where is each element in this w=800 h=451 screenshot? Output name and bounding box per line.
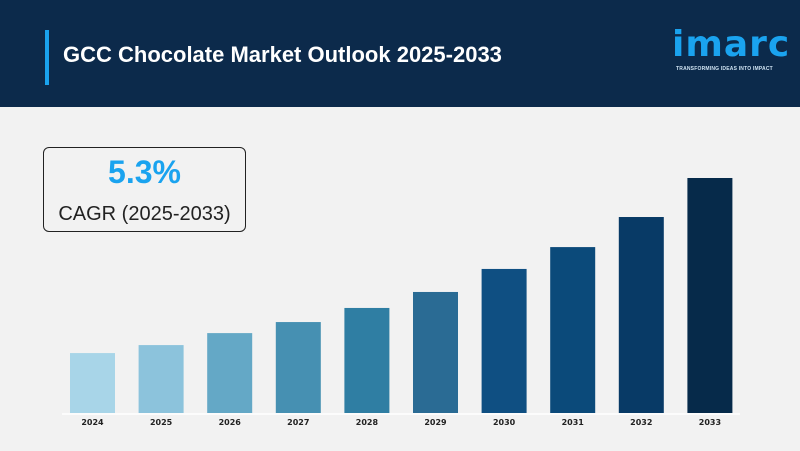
x-tick-label: 2029 [424, 418, 447, 427]
cagr-value: 5.3% [108, 154, 181, 190]
bar-2033 [687, 178, 733, 413]
bar-2029 [413, 291, 458, 413]
cagr-box: 5.3% CAGR (2025-2033) [43, 147, 246, 232]
header: GCC Chocolate Market Outlook 2025-2033 i… [0, 0, 800, 107]
title-accent-bar [45, 30, 49, 85]
bar-2024 [70, 353, 115, 413]
bar-2031 [550, 247, 596, 413]
bar-2026 [207, 333, 253, 413]
x-tick-label: 2024 [81, 418, 104, 427]
bar-2028 [344, 307, 390, 413]
x-tick-label: 2025 [150, 418, 173, 427]
bar-2025 [138, 345, 184, 413]
bar-2027 [275, 322, 321, 413]
cagr-label: CAGR (2025-2033) [58, 203, 231, 225]
x-tick-label: 2033 [699, 418, 721, 427]
x-tick-label: 2032 [630, 418, 652, 427]
bar-2030 [481, 268, 527, 413]
x-tick-label: 2027 [287, 418, 309, 427]
x-tick-label: 2026 [219, 418, 242, 427]
imarc-logo: imarc TRANSFORMING IDEAS INTO IMPACT [672, 24, 792, 79]
x-tick-label: 2030 [493, 418, 516, 427]
logo-tagline: TRANSFORMING IDEAS INTO IMPACT [676, 66, 773, 72]
x-tick-label: 2031 [562, 418, 585, 427]
page-title: GCC Chocolate Market Outlook 2025-2033 [63, 42, 502, 67]
logo-text: imarc [672, 24, 791, 65]
x-tick-label: 2028 [356, 418, 379, 427]
bar-2032 [618, 217, 664, 413]
